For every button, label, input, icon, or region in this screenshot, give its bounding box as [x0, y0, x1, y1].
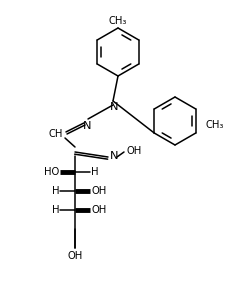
Text: N: N [110, 151, 118, 161]
Text: H: H [51, 205, 59, 215]
Text: CH: CH [49, 129, 63, 139]
Text: OH: OH [67, 251, 83, 261]
Text: H: H [91, 167, 99, 177]
Text: N: N [83, 121, 91, 131]
Text: HO: HO [44, 167, 59, 177]
Text: OH: OH [91, 205, 106, 215]
Text: CH₃: CH₃ [205, 120, 223, 130]
Text: OH: OH [91, 186, 106, 196]
Text: N: N [110, 102, 118, 112]
Text: CH₃: CH₃ [109, 16, 127, 26]
Text: OH: OH [126, 146, 141, 156]
Text: H: H [51, 186, 59, 196]
